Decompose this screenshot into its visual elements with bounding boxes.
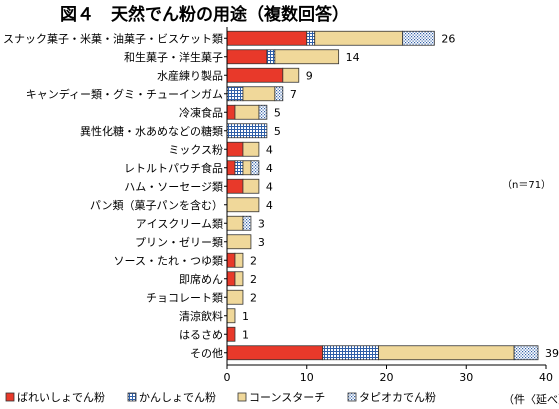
bar-segment (274, 49, 340, 65)
category-label: レトルトパウチ食品 (124, 161, 223, 175)
category-label: 和生菓子・洋生菓子 (124, 50, 223, 64)
category-label: 即席めん (179, 272, 223, 286)
x-tick-label: 10 (300, 371, 314, 384)
bar-segment (226, 271, 236, 287)
bar-segment (306, 30, 316, 46)
bar-segment (234, 104, 260, 120)
legend-swatch (237, 392, 247, 402)
bar-total-label: 3 (258, 236, 265, 249)
bar-total-label: 7 (290, 88, 297, 101)
legend-label: タピオカでん粉 (359, 391, 436, 404)
bar-total-label: 39 (545, 347, 559, 360)
bar-total-label: 14 (346, 51, 360, 64)
category-label: その他 (190, 347, 223, 360)
bar-segment (226, 252, 236, 268)
bar-total-label: 4 (266, 180, 273, 193)
bar-segment (226, 49, 268, 65)
bar-segment (234, 252, 244, 268)
bar-segment (282, 67, 300, 83)
bar-total-label: 2 (250, 273, 257, 286)
bar-segment (226, 160, 236, 176)
bar-total-label: 4 (266, 199, 273, 212)
bar-segment (242, 86, 276, 102)
category-label: プリン・ゼリー類 (135, 236, 223, 249)
category-label: チョコレート類 (146, 291, 223, 304)
bar-segment (242, 178, 260, 194)
legend: ばれいしょでん粉 かんしょでん粉 コーンスターチ タピオカでん粉 (5, 391, 436, 404)
legend-label: かんしょでん粉 (139, 391, 216, 404)
bar-segment (234, 160, 244, 176)
bar-total-label: 4 (266, 162, 273, 175)
legend-swatch (347, 392, 357, 402)
legend-swatch (127, 392, 137, 402)
bar-segment (226, 86, 244, 102)
bar-segment (226, 104, 236, 120)
bar-segment (226, 326, 236, 342)
category-label: キャンディー類・グミ・チューインガム (26, 87, 223, 101)
bar-segment (226, 197, 260, 213)
bar-segment (314, 30, 403, 46)
bar-segment (226, 30, 308, 46)
bar-total-label: 9 (306, 69, 313, 82)
bar-segment (226, 289, 244, 305)
bar-total-label: 2 (250, 254, 257, 267)
bar-segment (226, 345, 324, 361)
bar-segment (242, 215, 252, 231)
bar-segment (266, 49, 276, 65)
bar-segment (513, 345, 539, 361)
category-label: ハム・ソーセージ類 (124, 180, 223, 193)
bar-total-label: 26 (441, 32, 455, 45)
bar-segment (226, 215, 244, 231)
bar-segment (322, 345, 379, 361)
bar-total-label: 1 (242, 328, 249, 341)
category-label: アイスクリーム類 (136, 217, 223, 230)
bar-segment (234, 271, 244, 287)
bar-segment (226, 123, 268, 139)
category-label: はるさめ (179, 328, 223, 341)
x-tick-label: 20 (380, 371, 394, 384)
sample-size-note: （n＝71） (502, 179, 551, 191)
bar-segment (226, 67, 284, 83)
bar-segment (378, 345, 515, 361)
bar-segment (226, 234, 252, 250)
x-tick-label: 40 (539, 371, 553, 384)
bar-total-label: 5 (274, 125, 281, 138)
legend-label: ばれいしょでん粉 (17, 391, 105, 404)
category-label: パン類（菓子パンを含む） (90, 198, 223, 212)
legend-label: コーンスターチ (249, 391, 325, 404)
bar-total-label: 1 (242, 310, 249, 323)
bar-segment (226, 141, 244, 157)
category-label: ソース・たれ・つゆ類 (114, 254, 223, 267)
bar-total-label: 3 (258, 217, 265, 230)
legend-swatch (5, 392, 15, 402)
bar-segment (226, 308, 236, 324)
chart-title: 図４ 天然でん粉の用途（複数回答） (60, 4, 349, 25)
bar-total-label: 2 (250, 291, 257, 304)
category-label: 冷凍食品 (179, 105, 223, 119)
x-axis-unit: （件〈延べ〉） (503, 393, 559, 406)
bar-segment (242, 160, 252, 176)
category-label: スナック菓子・米菓・油菓子・ビスケット類 (3, 31, 223, 45)
bar-segment (274, 86, 284, 102)
category-label: 清涼飲料 (179, 309, 223, 323)
bar-segment (258, 104, 268, 120)
category-label: ミックス粉 (168, 143, 223, 156)
x-tick-label: 30 (459, 371, 473, 384)
bar-segment (250, 160, 260, 176)
category-label: 水産練り製品 (157, 68, 223, 82)
bar-total-label: 5 (274, 106, 281, 119)
bar-segment (226, 178, 244, 194)
bar-total-label: 4 (266, 143, 273, 156)
bar-segment (242, 141, 260, 157)
category-label: 異性化糖・水あめなどの糖類 (80, 124, 223, 138)
x-tick-label: 0 (224, 371, 231, 384)
bar-segment (402, 30, 435, 46)
